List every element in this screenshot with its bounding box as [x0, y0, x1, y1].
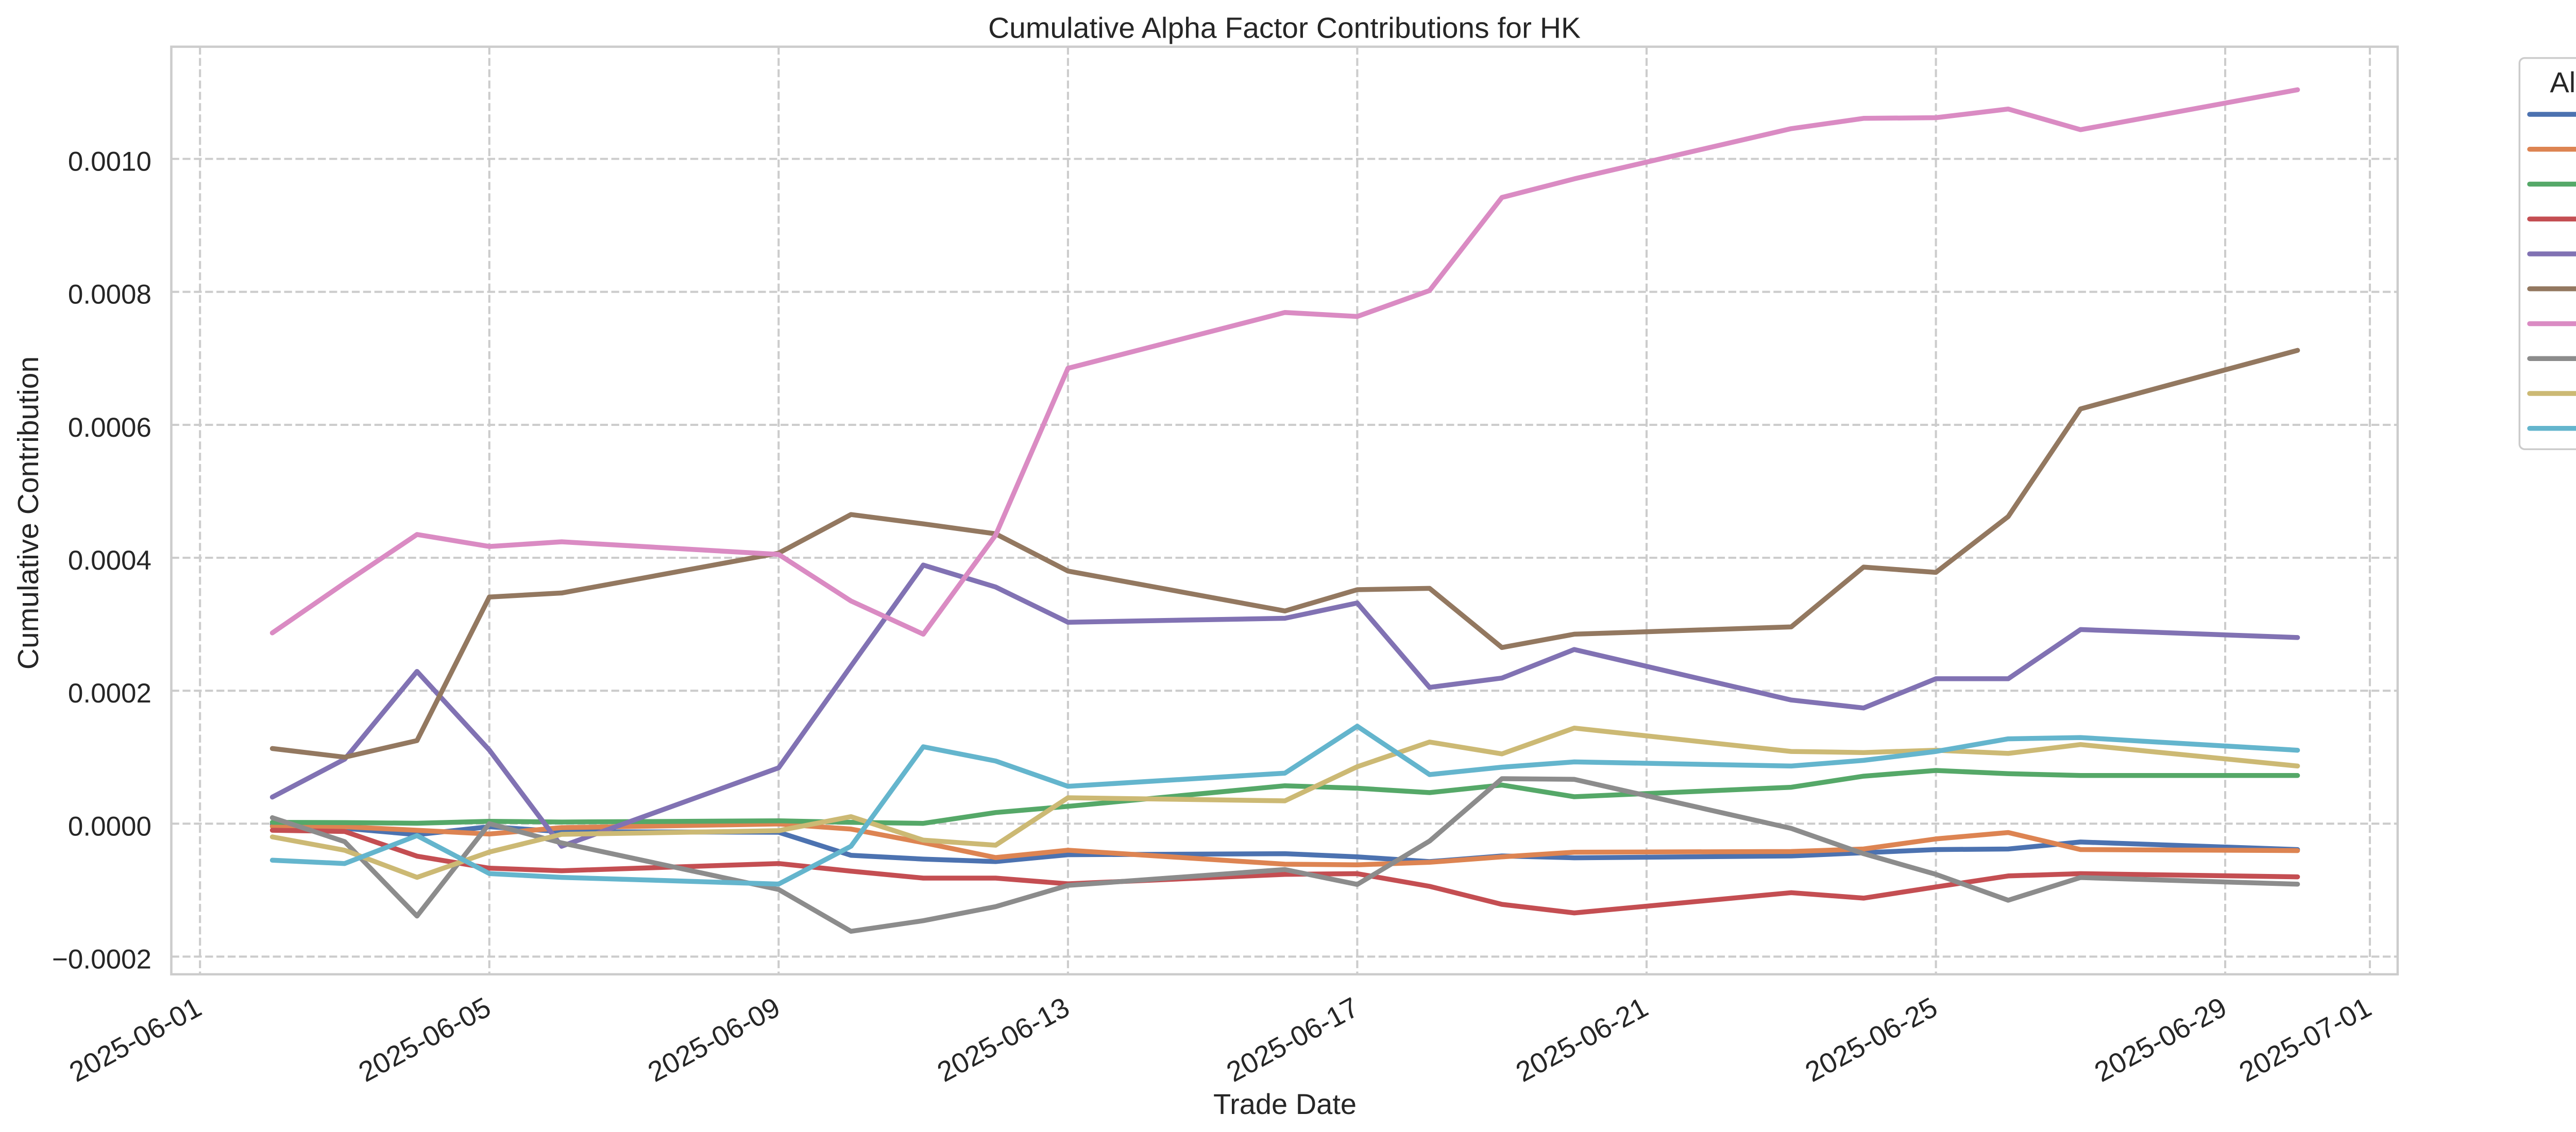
svg-text:Cumulative Alpha Factor Contri: Cumulative Alpha Factor Contributions fo…	[988, 12, 1581, 45]
svg-text:0.0006: 0.0006	[68, 413, 151, 443]
svg-text:0.0002: 0.0002	[68, 678, 151, 709]
svg-text:Alpha Factor: Alpha Factor	[2550, 66, 2576, 98]
svg-text:0.0000: 0.0000	[68, 811, 151, 842]
svg-text:Cumulative Contribution: Cumulative Contribution	[12, 356, 45, 670]
svg-text:0.0008: 0.0008	[68, 280, 151, 310]
svg-text:Trade Date: Trade Date	[1213, 1088, 1357, 1120]
svg-text:0.0004: 0.0004	[68, 545, 151, 576]
svg-text:−0.0002: −0.0002	[52, 944, 151, 974]
svg-text:0.0010: 0.0010	[68, 147, 151, 177]
